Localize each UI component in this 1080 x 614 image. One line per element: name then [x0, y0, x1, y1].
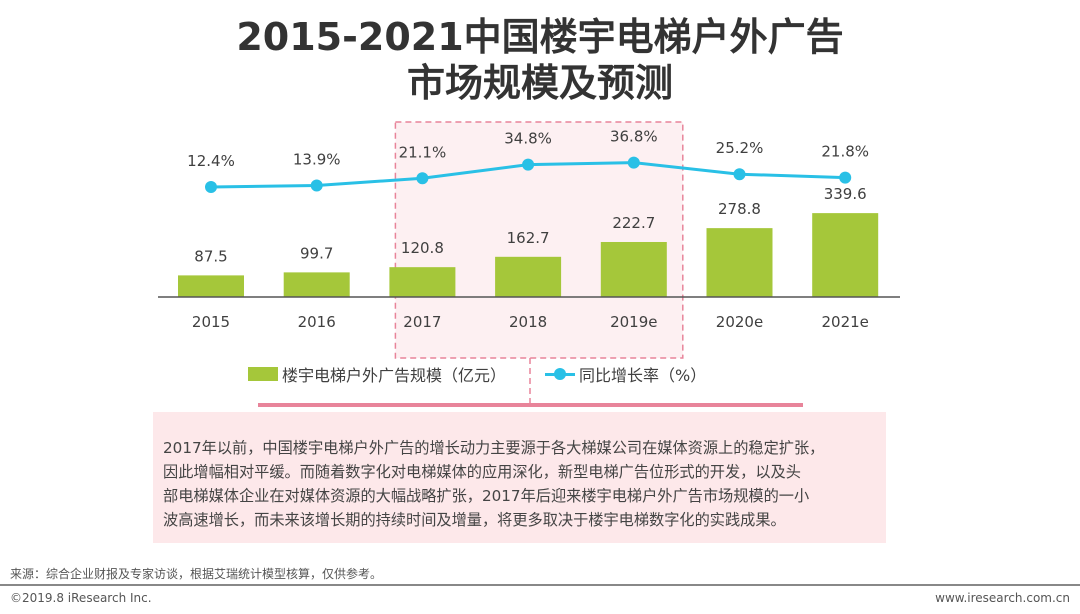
legend-line-swatch: [545, 367, 575, 381]
x-tick-label: 2016: [298, 313, 336, 331]
growth-point: [205, 181, 217, 193]
note-line: 波高速增长，而未来该增长期的持续时间及增量，将更多取决于楼宇电梯数字化的实践成果…: [163, 511, 786, 529]
connector-bar: [258, 403, 803, 407]
chart-title-line1: 2015-2021中国楼宇电梯户外广告: [236, 15, 844, 59]
bar: [600, 241, 667, 297]
x-tick-label: 2017: [403, 313, 441, 331]
legend-bar-label: 楼宇电梯户外广告规模（亿元）: [282, 366, 507, 385]
bar: [495, 256, 562, 297]
note-line: 因此增幅相对平缓。而随着数字化对电梯媒体的应用深化，新型电梯广告位形式的开发，以…: [163, 463, 801, 481]
growth-point: [733, 168, 746, 181]
growth-label: 21.8%: [821, 143, 869, 161]
x-tick-label: 2020e: [716, 313, 763, 331]
bar-label: 99.7: [300, 244, 333, 262]
growth-point: [522, 158, 535, 171]
growth-label: 25.2%: [716, 139, 764, 157]
x-tick-label: 2021e: [821, 313, 868, 331]
bar: [389, 267, 456, 297]
chart: 87.5 2015 99.7 2016 120.8 2017 162.7 2018 222.7 2…: [158, 121, 900, 407]
growth-label: 21.1%: [399, 143, 447, 161]
footer-divider: [0, 584, 1080, 586]
legend-bar-swatch: [248, 367, 278, 381]
bar-label: 339.6: [824, 185, 867, 203]
growth-point: [416, 172, 429, 185]
legend-line: 同比增长率（%）: [545, 362, 706, 386]
bar-label: 278.8: [718, 200, 761, 218]
x-tick-label: 2019e: [610, 313, 657, 331]
copyright: ©2019.8 iResearch Inc.: [10, 591, 152, 605]
note-line: 部电梯媒体企业在对媒体资源的大幅战略扩张，2017年后迎来楼宇电梯户外广告市场规…: [163, 487, 810, 505]
growth-label: 34.8%: [504, 130, 552, 148]
growth-point: [627, 156, 640, 169]
legend-line-label: 同比增长率（%）: [579, 366, 707, 385]
growth-point: [839, 171, 852, 184]
bar: [178, 275, 244, 297]
note-line: 2017年以前，中国楼宇电梯户外广告的增长动力主要源于各大梯媒公司在媒体资源上的…: [163, 439, 825, 457]
bar: [812, 213, 879, 297]
growth-label: 36.8%: [610, 128, 658, 146]
bar-label: 162.7: [507, 229, 550, 247]
website-link[interactable]: www.iresearch.com.cn: [935, 591, 1070, 605]
bar-label: 87.5: [194, 247, 227, 265]
bar-label: 120.8: [401, 239, 444, 257]
bar: [706, 228, 773, 297]
source-note: 来源：综合企业财报及专家访谈，根据艾瑞统计模型核算，仅供参考。: [10, 567, 383, 581]
growth-label: 12.4%: [187, 152, 235, 170]
note-box: 2017年以前，中国楼宇电梯户外广告的增长动力主要源于各大梯媒公司在媒体资源上的…: [153, 412, 886, 543]
legend-bar: 楼宇电梯户外广告规模（亿元）: [248, 362, 506, 386]
growth-point: [310, 179, 323, 192]
bar-label: 222.7: [612, 214, 655, 232]
chart-title-line2: 市场规模及预测: [406, 61, 673, 105]
growth-label: 13.9%: [293, 151, 341, 169]
x-tick-label: 2015: [192, 313, 230, 331]
bar: [283, 272, 350, 297]
x-tick-label: 2018: [509, 313, 547, 331]
